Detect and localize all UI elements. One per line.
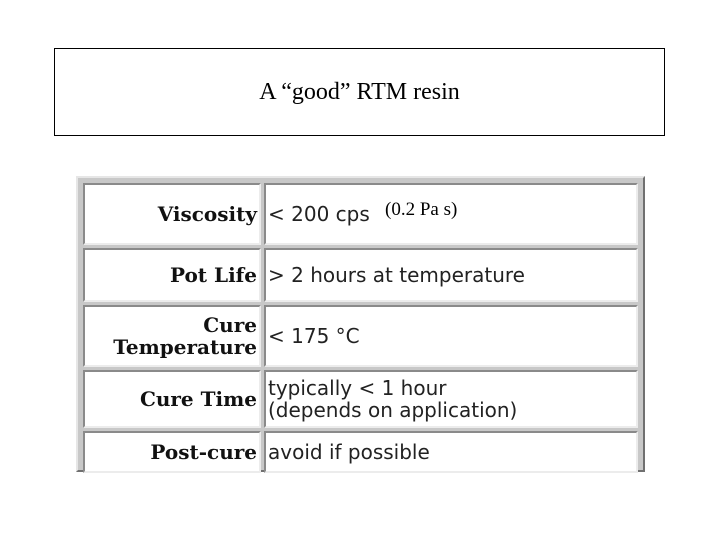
row-value-cure-time-line1: typically < 1 hour: [268, 376, 447, 400]
row-value-viscosity: < 200 cps: [264, 183, 638, 245]
row-value-pot-life: > 2 hours at temperature: [264, 248, 638, 302]
properties-grid: Viscosity < 200 cps Pot Life > 2 hours a…: [80, 180, 641, 476]
slide-title: A “good” RTM resin: [259, 78, 460, 105]
resin-properties-table: Viscosity < 200 cps Pot Life > 2 hours a…: [76, 176, 645, 473]
row-value-cure-time-line2: (depends on application): [268, 398, 518, 422]
row-label-pot-life: Pot Life: [83, 248, 261, 302]
row-value-cure-time: typically < 1 hour (depends on applicati…: [264, 370, 638, 428]
table-row-cure-time: Cure Time typically < 1 hour (depends on…: [83, 370, 638, 428]
row-label-cure-temperature: Cure Temperature: [83, 305, 261, 367]
slide-title-box: A “good” RTM resin: [54, 48, 665, 136]
row-value-post-cure: avoid if possible: [264, 431, 638, 473]
row-label-viscosity: Viscosity: [83, 183, 261, 245]
row-label-cure-time: Cure Time: [83, 370, 261, 428]
table-row-pot-life: Pot Life > 2 hours at temperature: [83, 248, 638, 302]
table-row-viscosity: Viscosity < 200 cps: [83, 183, 638, 245]
row-label-cure-temperature-line2: Temperature: [113, 335, 257, 359]
row-label-post-cure: Post-cure: [83, 431, 261, 473]
row-label-cure-temperature-line1: Cure: [203, 313, 257, 337]
row-value-cure-temperature: < 175 °C: [264, 305, 638, 367]
table-row-post-cure: Post-cure avoid if possible: [83, 431, 638, 473]
table-row-cure-temperature: Cure Temperature < 175 °C: [83, 305, 638, 367]
viscosity-si-annotation: (0.2 Pa s): [383, 199, 460, 221]
